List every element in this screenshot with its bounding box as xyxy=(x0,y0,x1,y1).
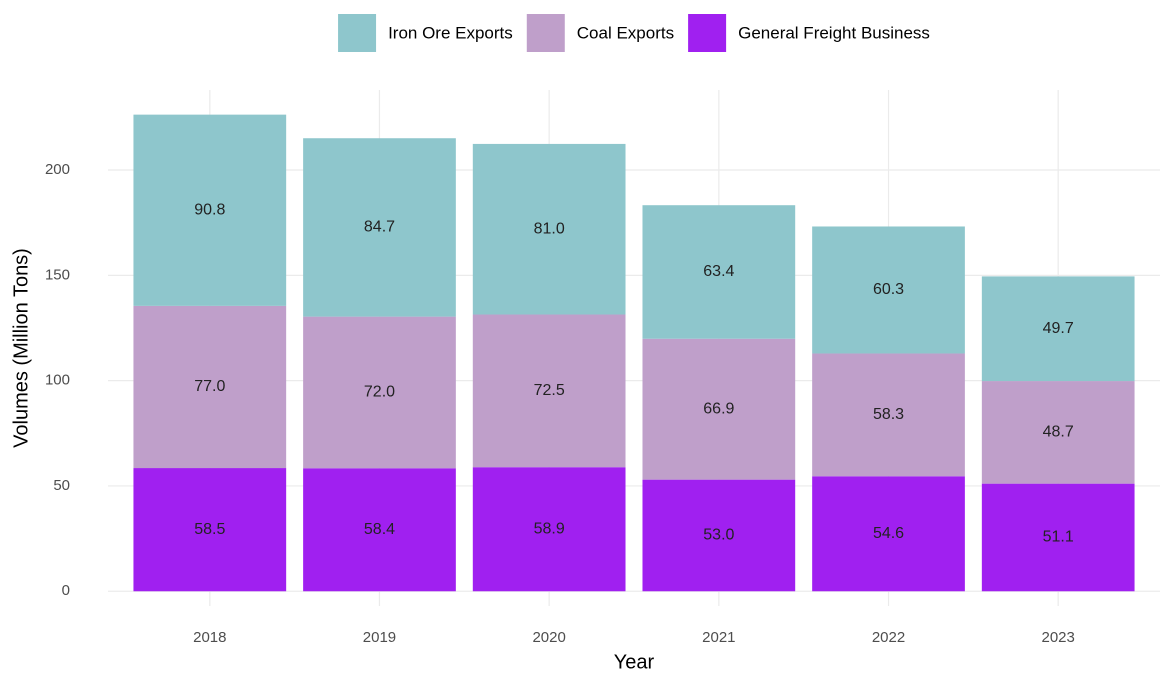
legend-key xyxy=(526,14,565,52)
data-label: 58.4 xyxy=(364,521,395,538)
bar-segment xyxy=(133,468,287,592)
data-label: 72.5 xyxy=(534,382,565,399)
bar-segment xyxy=(472,314,626,468)
data-label: 49.7 xyxy=(1043,320,1074,337)
legend-label: Iron Ore Exports xyxy=(388,23,513,42)
bar-segment xyxy=(472,143,626,315)
x-tick-label: 2023 xyxy=(1042,629,1075,646)
bar-segment xyxy=(133,114,287,306)
legend-key xyxy=(688,14,727,52)
x-tick-label: 2020 xyxy=(532,629,565,646)
data-label: 58.5 xyxy=(194,521,225,538)
data-label: 60.3 xyxy=(873,281,904,298)
bar-segment xyxy=(812,353,965,477)
data-label: 81.0 xyxy=(534,220,565,237)
data-label: 54.6 xyxy=(873,525,904,542)
x-tick-label: 2021 xyxy=(702,629,735,646)
bar-segment xyxy=(981,381,1135,484)
x-tick-label: 2019 xyxy=(363,629,396,646)
bar-segment xyxy=(642,338,796,480)
legend-key xyxy=(338,14,377,52)
y-tick-label: 150 xyxy=(45,266,70,283)
data-label: 77.0 xyxy=(194,378,225,395)
bar-segment xyxy=(303,138,456,317)
legend-label: Coal Exports xyxy=(577,23,674,42)
bar-segment xyxy=(812,476,965,592)
bar-segment xyxy=(981,483,1135,592)
data-label: 63.4 xyxy=(703,263,734,280)
x-tick-label: 2018 xyxy=(193,629,226,646)
data-label: 66.9 xyxy=(703,400,734,417)
data-label: 72.0 xyxy=(364,384,395,401)
bar-segment xyxy=(303,316,456,469)
data-label: 51.1 xyxy=(1043,529,1074,546)
data-label: 84.7 xyxy=(364,219,395,236)
data-label: 48.7 xyxy=(1043,424,1074,441)
y-tick-label: 0 xyxy=(62,582,70,599)
legend-label: General Freight Business xyxy=(738,23,930,42)
data-label: 58.3 xyxy=(873,406,904,423)
bar-segment xyxy=(472,467,626,592)
bar-segment xyxy=(133,305,287,469)
y-tick-label: 50 xyxy=(53,477,70,494)
y-tick-label: 200 xyxy=(45,161,70,178)
y-axis-title: Volumes (Million Tons) xyxy=(10,248,32,448)
data-label: 58.9 xyxy=(534,520,565,537)
bar-segment xyxy=(812,226,965,354)
x-axis-title: Year xyxy=(614,651,655,673)
bar-segment xyxy=(303,468,456,592)
y-tick-label: 100 xyxy=(45,372,70,389)
bar-segment xyxy=(981,276,1135,382)
bar-segment xyxy=(642,479,796,592)
x-tick-label: 2022 xyxy=(872,629,905,646)
data-label: 90.8 xyxy=(194,201,225,218)
bar-segment xyxy=(642,205,796,339)
data-label: 53.0 xyxy=(703,527,734,544)
